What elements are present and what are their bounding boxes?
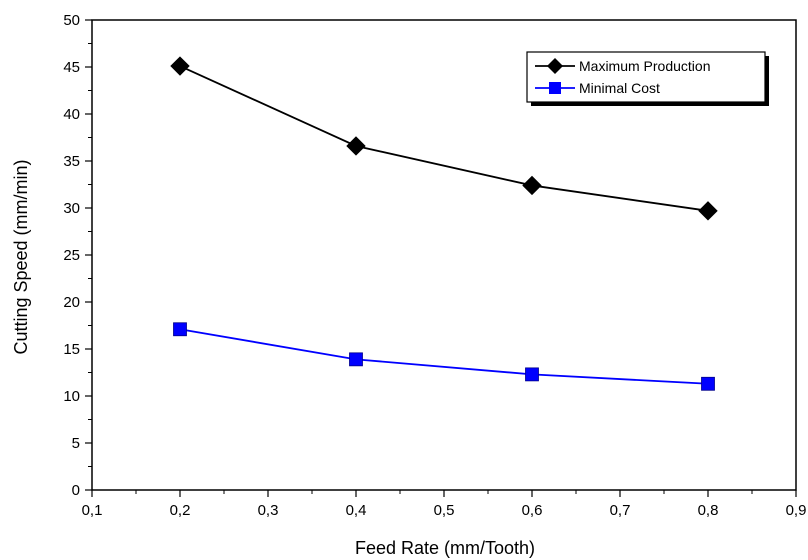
- legend-item-1: Minimal Cost: [535, 80, 660, 96]
- x-tick-label-7: 0,8: [698, 502, 719, 519]
- legend-marker-0: [547, 58, 563, 74]
- data-point-1-2: [525, 367, 539, 382]
- data-point-0-0: [170, 56, 190, 76]
- legend-label-1: Minimal Cost: [579, 80, 660, 96]
- y-tick-label-15: 15: [63, 341, 80, 358]
- y-tick-label-30: 30: [63, 200, 80, 217]
- data-point-0-1: [346, 136, 366, 156]
- x-tick-label-8: 0,9: [786, 502, 807, 519]
- legend-box: [526, 51, 766, 103]
- x-tick-label-5: 0,6: [522, 502, 543, 519]
- data-point-1-0: [173, 322, 187, 337]
- data-point-1-3: [701, 376, 715, 391]
- data-point-0-3: [698, 201, 718, 221]
- legend-marker-1: [549, 82, 561, 94]
- y-tick-label-40: 40: [63, 106, 80, 123]
- x-tick-label-0: 0,1: [82, 502, 103, 519]
- legend-label-0: Maximum Production: [579, 58, 711, 74]
- axes: 0 5 10 15 20 25 30 35 40 45 50 0,1 0,2 0,3 0,4 0,5 0,6 0,…: [63, 12, 806, 519]
- data-point-0-2: [522, 175, 542, 196]
- y-tick-label-10: 10: [63, 388, 80, 405]
- y-tick-label-0: 0: [72, 482, 80, 499]
- y-tick-label-20: 20: [63, 294, 80, 311]
- y-tick-label-50: 50: [63, 12, 80, 29]
- y-tick-label-5: 5: [72, 435, 80, 452]
- y-axis-title: Cutting Speed (mm/min): [11, 159, 31, 354]
- legend-item-0: Maximum Production: [535, 58, 711, 74]
- series-line-1: [179, 328, 709, 385]
- series-layer: [170, 56, 718, 391]
- legend: Maximum Production Minimal Cost: [526, 51, 769, 106]
- x-tick-label-3: 0,4: [346, 502, 367, 519]
- x-tick-label-2: 0,3: [258, 502, 279, 519]
- y-tick-label-45: 45: [63, 59, 80, 76]
- x-tick-label-6: 0,7: [610, 502, 631, 519]
- y-tick-label-25: 25: [63, 247, 80, 264]
- data-point-1-1: [349, 352, 363, 367]
- x-axis-title: Feed Rate (mm/Tooth): [355, 538, 535, 558]
- y-tick-label-35: 35: [63, 153, 80, 170]
- x-tick-label-4: 0,5: [434, 502, 455, 519]
- x-tick-label-1: 0,2: [170, 502, 191, 519]
- series-1: [173, 322, 715, 391]
- series-line-0: [179, 65, 709, 212]
- series-0: [170, 56, 718, 221]
